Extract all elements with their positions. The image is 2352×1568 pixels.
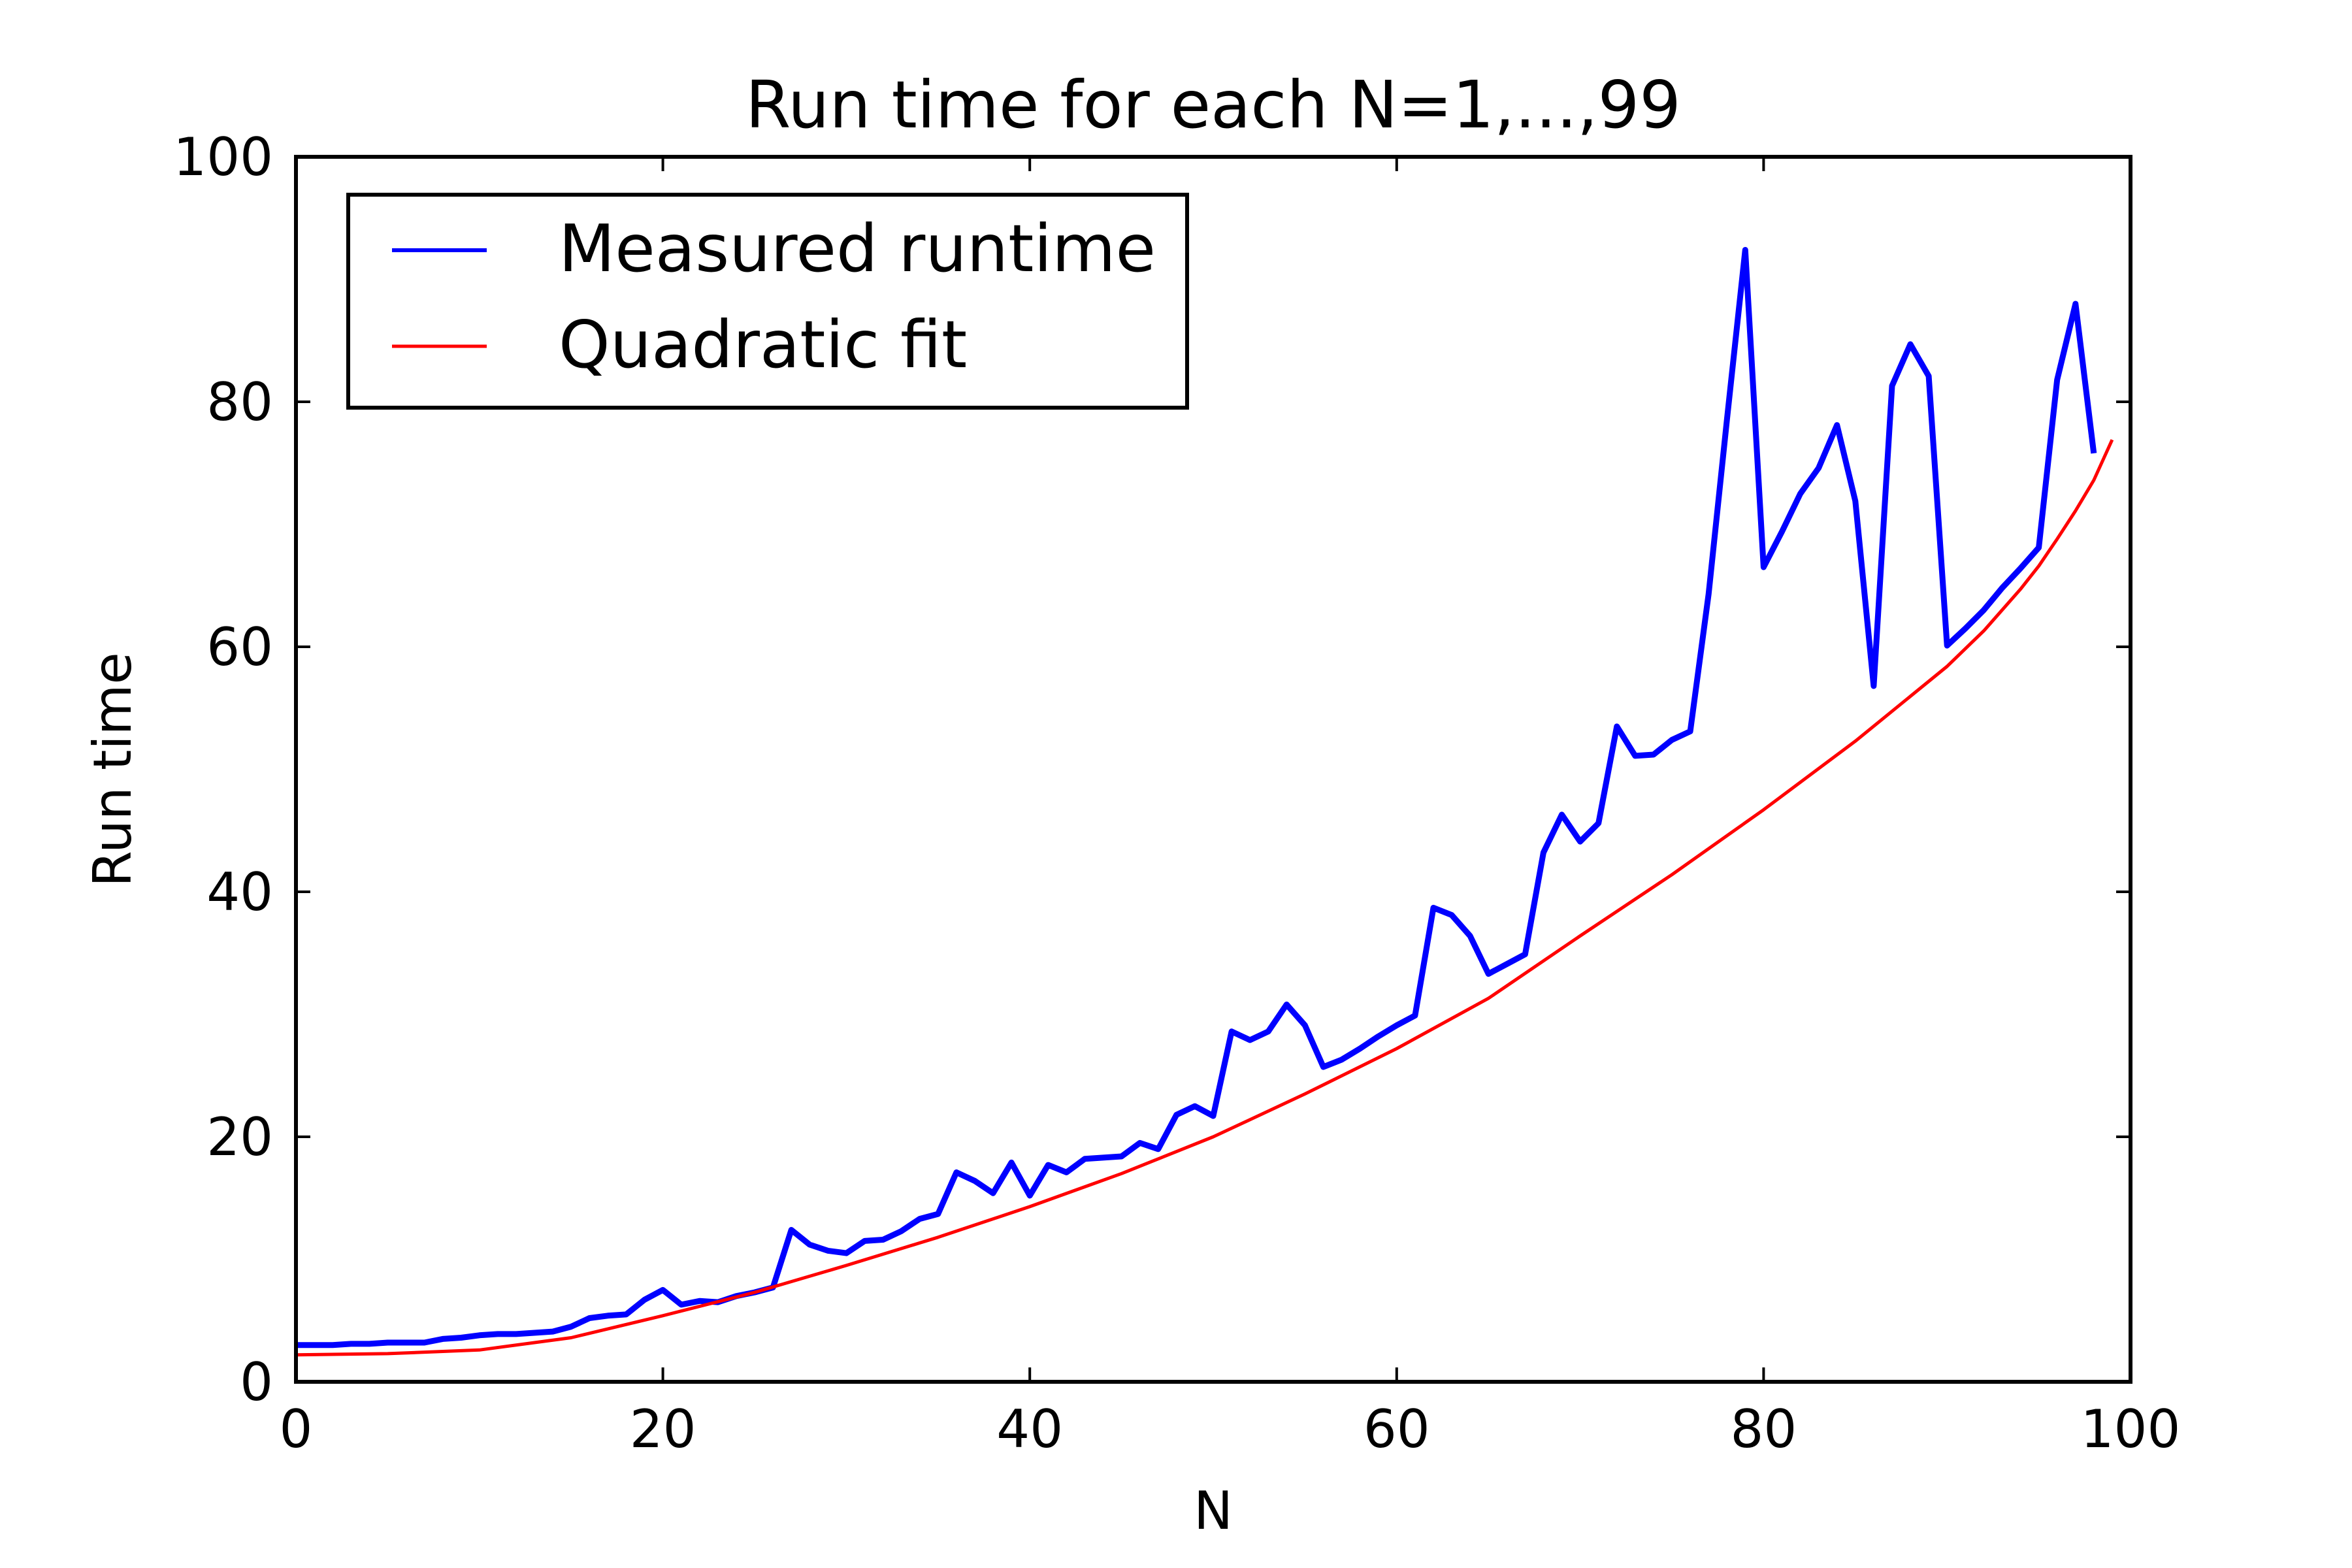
x-tick-label: 40 [996,1399,1063,1460]
y-tick-label: 100 [173,127,273,188]
series-layer [295,247,2114,1357]
legend-frame [346,193,1189,410]
x-tick-label: 100 [2081,1399,2181,1460]
series-line-measured-runtime [296,247,2097,1348]
y-tick-label: 80 [206,372,273,433]
legend-label-quadratic: Quadratic fit [559,306,967,383]
y-axis-label: Run time [82,652,143,887]
legend-label-measured: Measured runtime [559,210,1156,287]
y-tick-label: 60 [206,617,273,678]
x-tick-label: 80 [1731,1399,1797,1460]
chart-title: Run time for each N=1,...,99 [745,67,1681,143]
x-tick-labels: 0 20 40 60 80 100 [280,1399,2181,1460]
legend: Measured runtime Quadratic fit [346,193,1189,410]
y-tick-label: 0 [240,1352,273,1413]
y-tick-label: 40 [206,862,273,923]
x-tick-label: 60 [1364,1399,1430,1460]
x-tick-label: 20 [630,1399,696,1460]
y-tick-labels: 0 20 40 60 80 100 [173,127,273,1413]
x-tick-label: 0 [280,1399,313,1460]
plot-area-frame [294,155,2132,1384]
y-tick-label: 20 [206,1107,273,1168]
series-line-quadratic-fit [295,439,2114,1357]
x-axis-label: N [1194,1480,1233,1541]
